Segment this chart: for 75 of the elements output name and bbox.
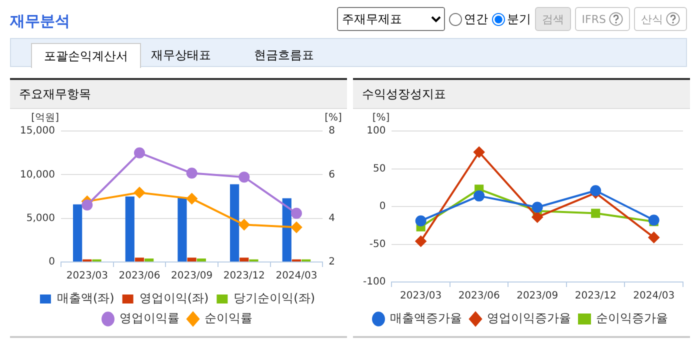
y2-tick-label: 2 [328, 256, 336, 268]
point [532, 212, 543, 223]
legend-label: 영업이익률 [120, 311, 180, 326]
text: 재무분석 [10, 12, 70, 31]
legend-label: 매출액(좌) [56, 291, 114, 306]
text: 현금흐름표 [253, 47, 315, 64]
bar [178, 197, 187, 262]
bar [240, 258, 249, 262]
point [474, 146, 485, 158]
point [238, 219, 250, 230]
x-tick-label: 2023/03 [66, 270, 108, 282]
x-tick-label: 2024/03 [633, 290, 675, 302]
bar [196, 258, 206, 262]
y-tick-label: 50 [372, 163, 386, 174]
point [474, 190, 485, 202]
point [415, 215, 426, 226]
text: 포괄손익계산서 [31, 43, 141, 68]
legend-label: 매출액증가율 [390, 311, 462, 326]
bar [73, 204, 82, 262]
y-tick-label: 5,000 [26, 212, 55, 224]
x-tick-label: 2024/03 [276, 270, 318, 282]
y-axis-title: [억원] [31, 112, 60, 124]
text: IFRS [582, 12, 606, 26]
x-tick-label: 2023/06 [458, 290, 500, 302]
legend-label: 순이익증가율 [596, 311, 668, 326]
y-tick-label: -50 [369, 238, 386, 250]
point [134, 147, 145, 158]
y-tick-label: -100 [362, 276, 386, 288]
point [415, 236, 426, 247]
y2-tick-label: 4 [328, 212, 336, 224]
bar [230, 184, 240, 262]
point [648, 214, 660, 226]
text: 산식 [641, 12, 663, 26]
point [82, 200, 93, 211]
text: 주재무제표 [336, 7, 445, 31]
y-axis-title: [%] [372, 112, 390, 124]
point [648, 232, 660, 243]
text: 재무상태표 [150, 47, 212, 64]
x-tick-label: 2023/09 [516, 290, 558, 302]
point [590, 185, 602, 196]
point [186, 168, 198, 179]
point [134, 187, 145, 198]
y2-tick-label: 6 [328, 169, 336, 180]
legend-label: 영업이익증가율 [487, 311, 571, 326]
text: 검색 [542, 12, 564, 26]
x-tick-label: 2023/06 [118, 270, 160, 282]
point [290, 222, 302, 233]
chart-title: 수익성장성지표 [353, 78, 690, 109]
legend-label: 당기순이익(좌) [234, 291, 316, 306]
bar [282, 198, 292, 262]
x-tick-label: 2023/09 [171, 270, 213, 282]
y2-tick-label: 8 [328, 126, 336, 137]
y-tick-label: 0 [379, 201, 386, 212]
point [532, 202, 543, 213]
bar [125, 196, 134, 262]
text: 연간 [462, 10, 488, 28]
bar [187, 258, 196, 262]
y-tick-label: 10,000 [20, 169, 55, 180]
x-tick-label: 2023/03 [400, 290, 442, 302]
y2-axis-title: [%] [324, 112, 342, 124]
x-tick-label: 2023/12 [223, 270, 265, 282]
point [238, 172, 250, 183]
chart-title: 주요재무항목 [10, 78, 347, 109]
legend-label: 순이익률 [204, 311, 252, 326]
point [290, 208, 302, 219]
bar [144, 258, 154, 262]
text: 분기 [506, 10, 531, 28]
x-tick-label: 2023/12 [574, 290, 616, 302]
bar [134, 258, 144, 262]
y-tick-label: 0 [48, 256, 55, 268]
y-tick-label: 15,000 [20, 126, 55, 137]
y-tick-label: 100 [366, 126, 386, 137]
point [591, 208, 600, 218]
point [186, 193, 198, 204]
legend-label: 영업이익(좌) [139, 291, 209, 306]
